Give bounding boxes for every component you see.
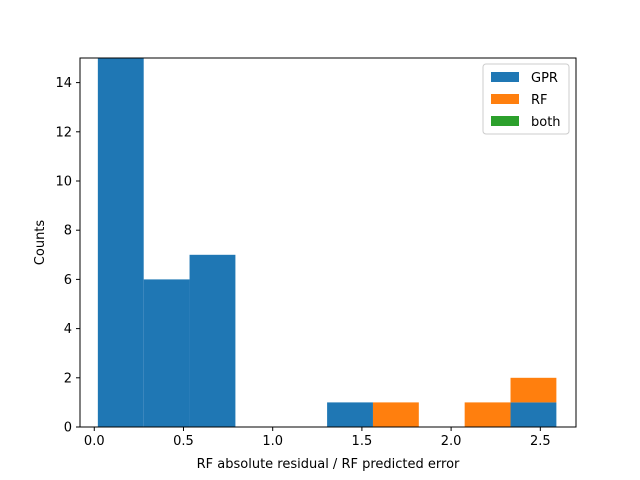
y-tick-label: 0: [64, 421, 72, 436]
legend-swatch-both: [491, 116, 519, 126]
bar-gpr-0: [97, 58, 144, 427]
y-tick-label: 8: [64, 224, 72, 239]
plot-frame: [79, 57, 577, 428]
bars-layer: [97, 58, 557, 427]
y-axis-label: Counts: [33, 220, 48, 266]
legend-swatch-gpr: [491, 72, 519, 82]
legend-label-gpr: GPR: [531, 71, 558, 86]
legend-swatch-rf: [491, 94, 519, 104]
y-tick-label: 10: [55, 175, 72, 190]
y-tick-label: 2: [64, 371, 72, 386]
x-tick-label: 1.0: [262, 434, 283, 449]
y-axis: 0 2 4 6 8 10 12 14: [55, 76, 80, 436]
y-tick-label: 4: [64, 322, 72, 337]
x-tick-label: 2.0: [441, 434, 462, 449]
x-tick-label: 1.5: [352, 434, 373, 449]
legend-label-rf: RF: [531, 93, 548, 108]
bar-rf-6: [372, 402, 419, 427]
x-tick-label: 2.5: [530, 434, 551, 449]
y-tick-label: 14: [55, 76, 72, 91]
x-tick-label: 0.0: [84, 434, 105, 449]
bar-gpr-1: [143, 279, 190, 427]
bar-gpr-9: [510, 402, 557, 427]
x-tick-label: 0.5: [173, 434, 194, 449]
bar-rf-8: [464, 402, 511, 427]
y-tick-label: 12: [55, 125, 72, 140]
y-tick-label: 6: [64, 273, 72, 288]
legend: GPR RF both: [482, 63, 570, 135]
legend-label-both: both: [531, 115, 561, 130]
x-axis-label: RF absolute residual / RF predicted erro…: [197, 457, 460, 472]
bar-gpr-5: [327, 402, 373, 427]
bar-gpr-2: [189, 254, 236, 427]
bar-rf-9: [510, 377, 557, 403]
x-axis: 0.0 0.5 1.0 1.5 2.0 2.5: [84, 427, 551, 449]
